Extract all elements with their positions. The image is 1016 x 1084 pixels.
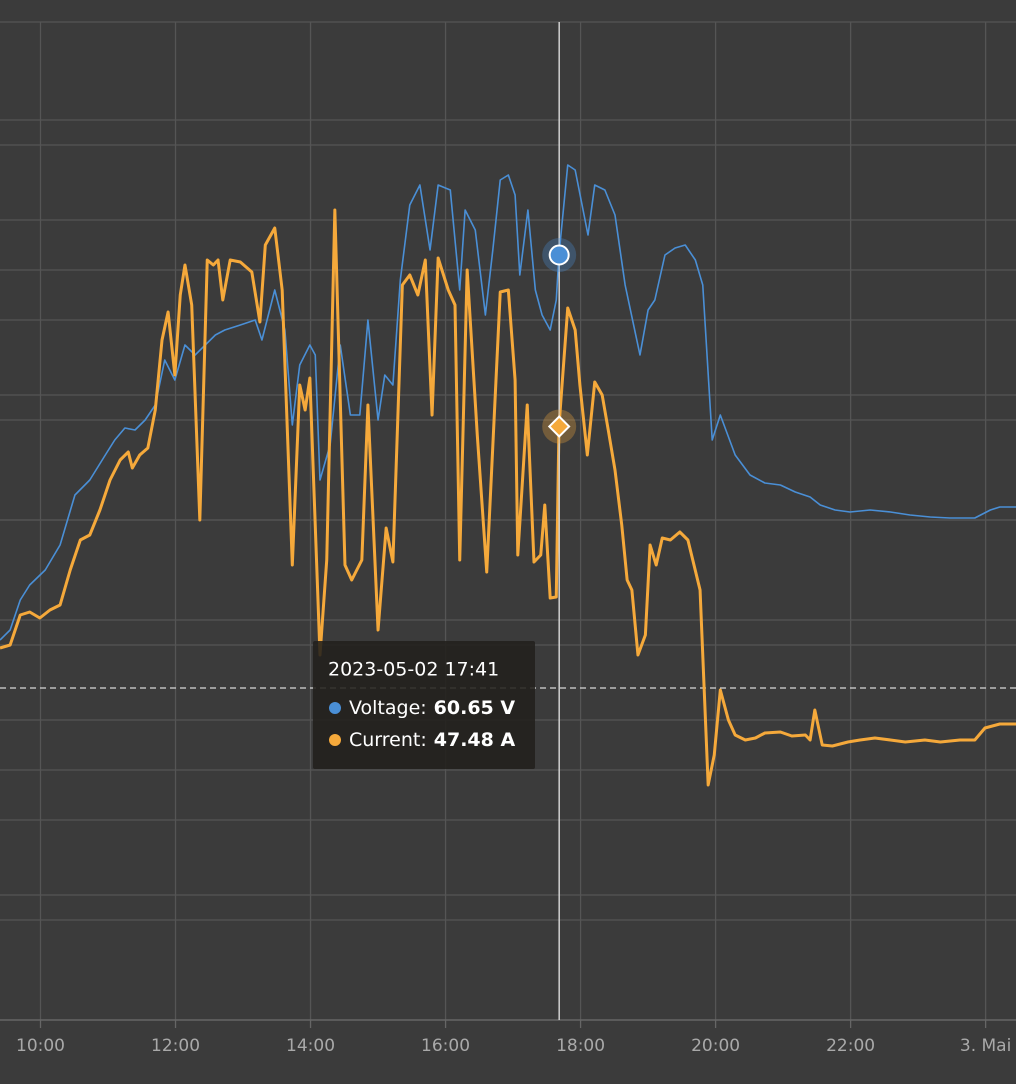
tooltip-label: Voltage: (349, 697, 427, 719)
hover-marker (548, 244, 570, 266)
tooltip-row: Voltage: 60.65 V (349, 697, 515, 719)
x-tick-label: 18:00 (556, 1036, 605, 1056)
x-tick-label: 20:00 (691, 1036, 740, 1056)
x-tick-label: 14:00 (286, 1036, 335, 1056)
series-line (0, 164, 1016, 641)
tooltip-label: Current: (349, 729, 427, 751)
x-tick-label: 10:00 (16, 1036, 65, 1056)
tooltip-box (313, 641, 535, 769)
tooltip-row: Current: 47.48 A (349, 729, 515, 751)
tooltip-dot (329, 734, 341, 746)
x-tick-label: 12:00 (151, 1036, 200, 1056)
tooltip-title: 2023-05-02 17:41 (328, 659, 499, 681)
x-tick-label: 16:00 (421, 1036, 470, 1056)
tooltip-dot (329, 702, 341, 714)
x-tick-label: 22:00 (826, 1036, 875, 1056)
x-tick-label: 3. Mai (960, 1036, 1011, 1056)
series-line (0, 208, 1016, 787)
tooltip: 2023-05-02 17:41 Voltage: 60.65 V Current: 4… (313, 641, 535, 769)
tooltip-value: 60.65 V (434, 697, 516, 719)
hover-marker (547, 415, 571, 438)
tooltip-value: 47.48 A (434, 729, 516, 751)
